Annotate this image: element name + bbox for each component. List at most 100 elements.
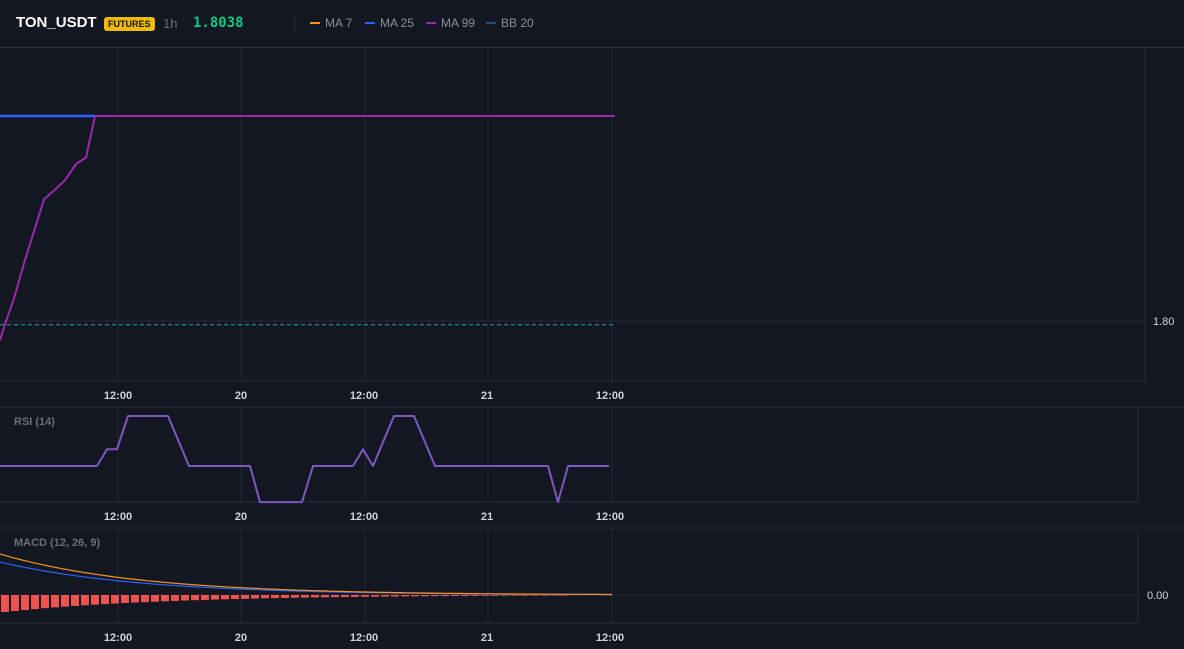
macd-histogram-bar <box>151 595 159 602</box>
rsi-panel[interactable]: RSI (14) 12:00 20 12:00 21 12:00 <box>0 408 1184 529</box>
macd-histogram-bar <box>321 595 329 598</box>
macd-histogram-bar <box>311 595 319 598</box>
macd-histogram-bar <box>361 595 369 597</box>
macd-histogram-bar <box>121 595 129 603</box>
macd-histogram-bar <box>181 595 189 601</box>
macd-histogram-bar <box>101 595 109 605</box>
macd-histogram-bar <box>211 595 219 600</box>
legend-item-ma7[interactable]: MA 7 <box>310 16 352 30</box>
macd-histogram-bar <box>471 595 479 596</box>
x-tick-label: 12:00 <box>350 632 378 644</box>
price-panel[interactable]: 1.80 12:00 20 12:00 21 12:00 <box>0 48 1184 408</box>
macd-histogram-bar <box>231 595 239 599</box>
macd-histogram-bar <box>281 595 289 598</box>
x-tick-label: 21 <box>481 390 493 402</box>
macd-histogram-bar <box>461 595 469 596</box>
y-tick-label: 0.00 <box>1147 590 1168 602</box>
macd-histogram-bar <box>351 595 359 597</box>
macd-histogram-bar <box>251 595 259 599</box>
macd-histogram-bar <box>191 595 199 601</box>
macd-histogram-bar <box>81 595 89 606</box>
ma7-swatch <box>310 22 320 24</box>
rsi-title: RSI (14) <box>14 416 55 428</box>
macd-histogram-bar <box>141 595 149 603</box>
macd-histogram-bar <box>541 595 549 596</box>
macd-histogram-bar <box>381 595 389 597</box>
macd-histogram-bar <box>391 595 399 597</box>
x-tick-label: 21 <box>481 632 493 644</box>
macd-histogram-bar <box>521 595 529 596</box>
x-tick-label: 20 <box>235 511 247 523</box>
x-tick-label: 12:00 <box>350 511 378 523</box>
macd-histogram-bar <box>111 595 119 604</box>
macd-histogram-bar <box>201 595 209 600</box>
x-tick-label: 20 <box>235 632 247 644</box>
futures-badge: FUTURES <box>104 17 155 31</box>
macd-histogram-bar <box>371 595 379 597</box>
header-divider <box>294 15 295 33</box>
interval-selector[interactable]: 1h <box>163 16 178 31</box>
ma99-line <box>0 115 615 341</box>
macd-histogram-bar <box>71 595 79 606</box>
macd-histogram-bar <box>441 595 449 597</box>
legend-item-ma99[interactable]: MA 99 <box>426 16 475 30</box>
symbol-name[interactable]: TON_USDT <box>16 14 97 31</box>
x-tick-label: 12:00 <box>596 390 624 402</box>
macd-histogram-bar <box>21 595 29 610</box>
x-tick-label: 12:00 <box>104 632 132 644</box>
macd-histogram-bar <box>301 595 309 598</box>
macd-histogram-bar <box>271 595 279 599</box>
y-tick-label: 1.80 <box>1153 316 1174 328</box>
macd-histogram-bar <box>331 595 339 598</box>
macd-histogram-bar <box>411 595 419 597</box>
macd-histogram-bar <box>551 595 559 596</box>
last-price: 1.8038 <box>193 15 244 31</box>
macd-histogram-bar <box>241 595 249 599</box>
macd-histogram-bar <box>1 595 9 612</box>
x-tick-label: 20 <box>235 390 247 402</box>
bb20-swatch <box>486 22 496 24</box>
legend-label: BB 20 <box>501 16 534 30</box>
signal-line <box>0 561 612 596</box>
macd-histogram-bar <box>431 595 439 597</box>
ma99-swatch <box>426 22 436 24</box>
legend-label: MA 7 <box>325 16 353 30</box>
legend-item-ma25[interactable]: MA 25 <box>365 16 414 30</box>
macd-histogram-bar <box>41 595 49 609</box>
macd-histogram-bar <box>131 595 139 603</box>
legend-label: MA 25 <box>380 16 415 30</box>
macd-histogram-bar <box>261 595 269 599</box>
macd-histogram-bar <box>291 595 299 598</box>
x-tick-label: 12:00 <box>350 390 378 402</box>
x-tick-label: 12:00 <box>104 390 132 402</box>
ma25-swatch <box>365 22 375 24</box>
macd-histogram-bar <box>561 595 569 596</box>
macd-histogram-bar <box>31 595 39 610</box>
legend-item-bb20[interactable]: BB 20 <box>486 16 534 30</box>
macd-panel[interactable]: MACD (12, 26, 9) 0.00 12:00 20 12:00 21 12:00 <box>0 529 1168 644</box>
x-tick-label: 12:00 <box>596 632 624 644</box>
macd-histogram-bar <box>91 595 99 605</box>
x-tick-label: 12:00 <box>104 511 132 523</box>
x-tick-label: 12:00 <box>596 511 624 523</box>
macd-histogram-bar <box>161 595 169 602</box>
legend-label: MA 99 <box>441 16 476 30</box>
macd-histogram-bar <box>481 595 489 596</box>
macd-histogram-bar <box>171 595 179 601</box>
chart-header: TON_USDT FUTURES 1h 1.8038 MA 7 MA 25 MA… <box>0 0 1184 48</box>
macd-histogram-bar <box>421 595 429 597</box>
macd-histogram-bar <box>531 595 539 596</box>
x-tick-label: 21 <box>481 511 493 523</box>
macd-histogram-bar <box>221 595 229 600</box>
macd-histogram-bar <box>51 595 59 608</box>
rsi-line <box>0 415 609 504</box>
macd-histogram-bar <box>511 595 519 596</box>
macd-histogram-bar <box>401 595 409 597</box>
macd-histogram-bar <box>11 595 19 611</box>
macd-histogram-bar <box>341 595 349 597</box>
macd-title: MACD (12, 26, 9) <box>14 537 101 549</box>
macd-histogram-bar <box>61 595 69 607</box>
macd-line <box>0 553 612 596</box>
macd-histogram-bar <box>501 595 509 596</box>
